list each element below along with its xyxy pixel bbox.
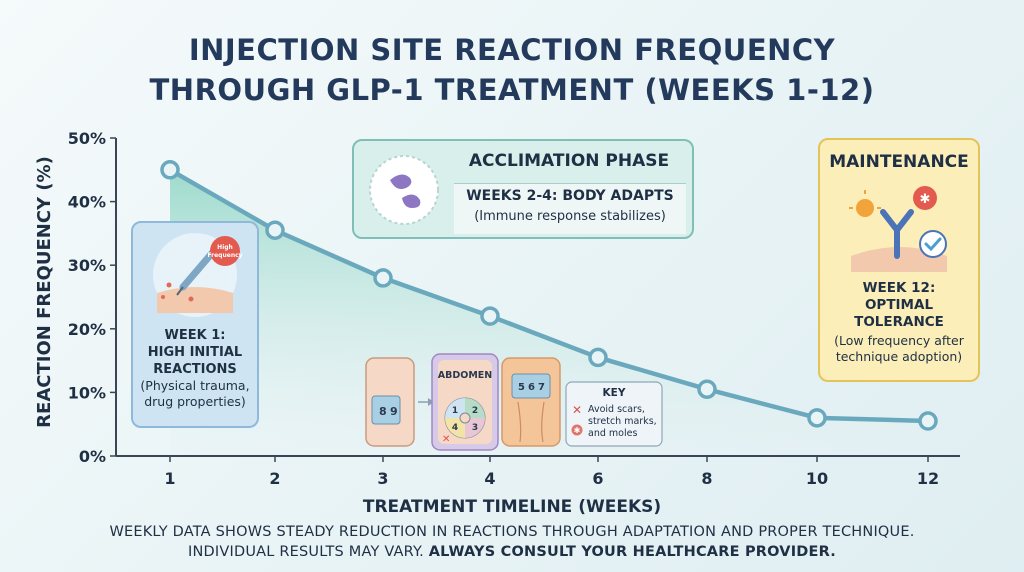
series-line-segment: [814, 415, 931, 424]
y-tick-label: 30%: [68, 256, 106, 275]
abdomen-number-3: 3: [472, 423, 478, 433]
check-icon: [919, 230, 947, 258]
title-line-1: INJECTION SITE REACTION FREQUENCY: [188, 33, 836, 67]
maintenance-callout: MAINTENANCE ✱ WEEK 12: OPTIMAL TOLERANCE…: [818, 138, 980, 382]
week1-detail: (Physical trauma, drug properties): [140, 378, 250, 409]
abdomen-number-2: 2: [472, 406, 478, 416]
thigh-number-7: 7: [538, 382, 545, 393]
maintenance-detail: (Low frequency after technique adoption): [834, 333, 964, 364]
x-axis-label: TREATMENT TIMELINE (WEEKS): [363, 497, 661, 517]
data-point-week-6: [588, 347, 608, 368]
high-frequency-badge: [210, 236, 240, 266]
key-line-2: stretch marks,: [588, 416, 657, 427]
arm-site: 8 9: [365, 357, 415, 447]
data-point-week-10: [807, 408, 827, 428]
y-tick-label: 10%: [68, 383, 106, 402]
acclimation-detail: (Immune response stabilizes): [474, 209, 666, 224]
x-tick-label: 4: [484, 469, 495, 488]
x-tick-label: 2: [269, 469, 280, 488]
svg-text:✱: ✱: [574, 426, 581, 435]
page-title: INJECTION SITE REACTION FREQUENCY THROUG…: [0, 30, 1024, 110]
series-line-segment: [272, 227, 386, 281]
data-point-week-2: [265, 220, 285, 240]
data-point-week-8: [697, 379, 717, 399]
abdomen-site: ABDOMEN 1 2 3 4 ✕: [431, 353, 499, 451]
acclimation-subheading: WEEKS 2-4: BODY ADAPTS: [466, 188, 674, 204]
svg-text:High: High: [217, 244, 233, 251]
x-tick-label: 8: [701, 469, 712, 488]
y-tick-label: 50%: [68, 129, 106, 148]
footer-disclaimer: ALWAYS CONSULT YOUR HEALTHCARE PROVIDER.: [428, 544, 836, 560]
series-line-segment: [704, 386, 820, 421]
data-point-week-3: [373, 268, 393, 288]
abdomen-label: ABDOMEN: [438, 370, 492, 381]
y-tick-label: 40%: [68, 193, 106, 212]
week1-callout: High Frequency WEEK 1: HIGH INITIAL REAC…: [131, 221, 259, 428]
arm-number-8: 8: [379, 405, 387, 418]
abdomen-number-4: 4: [452, 423, 458, 433]
maintenance-subheading: WEEK 12: OPTIMAL TOLERANCE: [854, 280, 944, 330]
y-tick-label: 20%: [68, 320, 106, 339]
svg-text:✱: ✱: [920, 192, 931, 207]
avoid-dot-icon: [571, 424, 583, 436]
series-line-segment: [595, 355, 710, 392]
data-point-week-4: [480, 306, 500, 326]
x-tick-label: 10: [806, 469, 828, 488]
footer-line-2: INDIVIDUAL RESULTS MAY VARY. ALWAYS CONS…: [0, 544, 1024, 560]
x-tick-label: 3: [377, 469, 388, 488]
arrow-icon: [418, 398, 434, 406]
acclimation-callout: ACCLIMATION PHASE WEEKS 2-4: BODY ADAPTS…: [352, 139, 694, 239]
avoid-x-icon: ✕: [442, 434, 450, 445]
acclimation-heading: ACCLIMATION PHASE: [468, 151, 670, 171]
footer-line-1: WEEKLY DATA SHOWS STEADY REDUCTION IN RE…: [109, 524, 915, 540]
svg-text:Frequency: Frequency: [207, 252, 242, 259]
thigh-number-5: 5: [518, 382, 525, 393]
series-line-segment: [167, 167, 278, 233]
x-tick-label: 1: [164, 469, 175, 488]
injection-sites-illustration: 8 9 ABDOMEN 1 2 3 4 ✕ 5 6 7 KEY ✕ ✱: [365, 353, 663, 451]
series-line-segment: [487, 313, 601, 360]
abdomen-number-1: 1: [452, 406, 458, 416]
key-box: KEY ✕ ✱ Avoid scars, stretch marks, and …: [565, 381, 663, 447]
antibody-icon: ✱: [849, 186, 947, 272]
footer-note: INDIVIDUAL RESULTS MAY VARY.: [188, 544, 429, 560]
key-line-1: Avoid scars,: [588, 404, 645, 415]
y-axis-label: REACTION FREQUENCY (%): [34, 156, 55, 428]
arm-number-9: 9: [390, 405, 398, 418]
x-tick-label: 12: [917, 469, 939, 488]
data-point-week-12: [918, 411, 938, 431]
title-line-2: THROUGH GLP-1 TREATMENT (WEEKS 1-12): [149, 73, 875, 107]
key-title: KEY: [603, 387, 626, 399]
thigh-number-6: 6: [528, 382, 535, 393]
series-line-segment: [380, 275, 493, 319]
week1-heading: WEEK 1: HIGH INITIAL REACTIONS: [147, 328, 243, 377]
x-mark-icon: ✕: [572, 403, 582, 417]
x-tick-label: 6: [592, 469, 603, 488]
key-line-3: and moles: [588, 428, 637, 439]
thigh-site: 5 6 7: [501, 357, 561, 447]
maintenance-heading: MAINTENANCE: [829, 152, 969, 172]
injection-icon: High Frequency: [153, 233, 243, 317]
data-point-week-1: [160, 160, 180, 180]
y-tick-label: 0%: [79, 447, 106, 466]
area-fill: [170, 169, 928, 457]
immune-cell-icon: [369, 155, 439, 225]
